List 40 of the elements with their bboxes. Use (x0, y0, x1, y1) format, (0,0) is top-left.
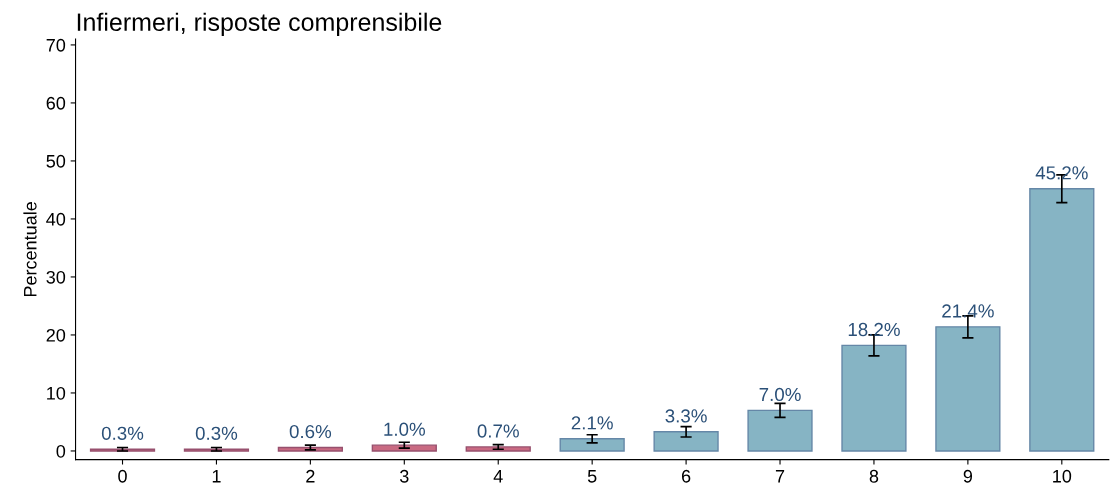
data-label: 1.0% (384, 422, 426, 436)
data-label: 18.2% (848, 322, 900, 337)
y-tick-label: 0 (56, 444, 66, 458)
data-label: 0.3% (101, 426, 144, 440)
x-tick-label: 0 (118, 469, 127, 483)
x-tick-label: 6 (681, 469, 691, 483)
x-tick-label: 3 (399, 469, 409, 483)
bar (371, 444, 437, 452)
data-label: 7.0% (759, 387, 801, 402)
bar (277, 446, 344, 452)
y-tick-label: 30 (46, 270, 66, 284)
x-tick-label: 2 (306, 469, 315, 483)
data-label: 0.7% (477, 424, 519, 438)
data-label: 0.3% (195, 426, 238, 440)
y-tick-label: 60 (46, 96, 66, 110)
y-axis-title: Percentuale (23, 202, 37, 297)
y-tick-label: 40 (46, 212, 66, 226)
data-label: 0.6% (289, 424, 332, 439)
x-tick-label: 8 (869, 469, 879, 483)
chart-title: Infiermeri, risposte comprensibile (77, 12, 442, 36)
data-label: 2.1% (571, 416, 613, 430)
bar (653, 431, 719, 452)
bar (1029, 188, 1095, 452)
data-label: 21.4% (942, 304, 994, 318)
data-label: 3.3% (665, 409, 707, 423)
data-label: 45.2% (1035, 166, 1088, 180)
x-tick-label: 9 (963, 469, 973, 483)
x-tick-label: 1 (212, 470, 221, 483)
bar (747, 409, 813, 452)
y-tick-label: 10 (47, 386, 66, 400)
x-tick-label: 4 (493, 470, 503, 483)
y-tick-label: 20 (46, 328, 66, 342)
y-tick-label: 70 (46, 38, 66, 52)
bar (935, 326, 1001, 452)
bar (841, 344, 907, 452)
x-tick-label: 7 (775, 470, 785, 483)
x-tick-label: 5 (587, 470, 597, 483)
x-tick-label: 10 (1053, 469, 1072, 483)
y-tick-label: 50 (46, 154, 66, 168)
bar (559, 438, 625, 452)
